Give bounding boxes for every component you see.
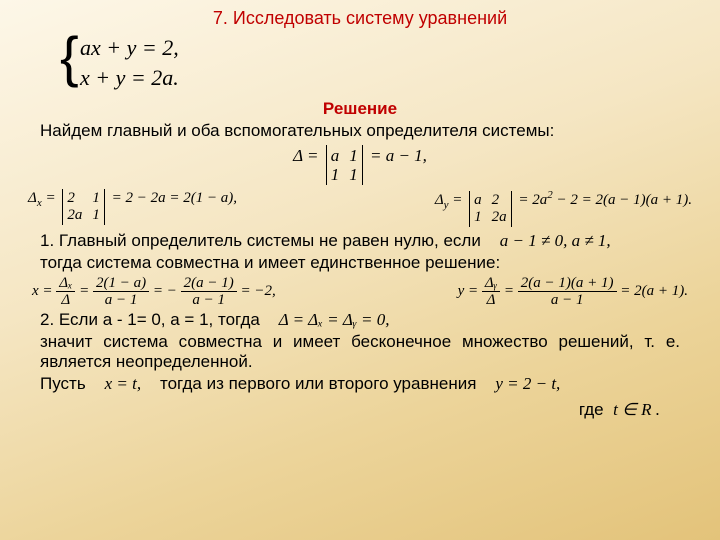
let-line: Пусть x = t, тогда из первого или второг…	[40, 374, 680, 394]
delta-result: = a − 1,	[370, 146, 427, 165]
conclusion-text: значит система совместна и имеет бесконе…	[40, 332, 680, 372]
case2-text: 2. Если а - 1= 0, а = 1, тогда Δ = Δₓ = …	[40, 310, 680, 330]
determinant-y: Δy = a2 12a = 2a2 − 2 = 2(a − 1)(a + 1).	[435, 189, 692, 227]
solution-heading: Решение	[20, 99, 700, 119]
determinant-x: Δx = 21 2a1 = 2 − 2a = 2(1 − a),	[28, 189, 237, 227]
equation-1: ax + y = 2,	[80, 33, 700, 63]
let-x: x = t,	[105, 374, 142, 393]
x-solution: x = ΔₓΔ = 2(1 − a)a − 1 = − 2(a − 1)a − …	[32, 275, 276, 308]
where-math: t ∈ R .	[613, 400, 660, 419]
case2-math: Δ = Δₓ = Δᵧ = 0,	[279, 310, 390, 329]
intro-text: Найдем главный и оба вспомогательных опр…	[40, 121, 680, 141]
where-clause: где t ∈ R .	[20, 400, 700, 420]
equation-system: { ax + y = 2, x + y = 2a.	[60, 33, 700, 93]
let-y: y = 2 − t,	[495, 374, 560, 393]
page-title: 7. Исследовать систему уравнений	[20, 8, 700, 29]
case1-condition: a − 1 ≠ 0, a ≠ 1,	[500, 231, 611, 250]
brace-icon: {	[60, 29, 79, 85]
main-determinant: Δ = a1 11 = a − 1,	[20, 145, 700, 185]
y-solution: y = ΔᵧΔ = 2(a − 1)(a + 1)a − 1 = 2(a + 1…	[458, 275, 688, 308]
case1-text: 1. Главный определитель системы не равен…	[40, 231, 680, 251]
equation-2: x + y = 2a.	[80, 63, 700, 93]
delta-label: Δ =	[293, 146, 318, 165]
case1-then: тогда система совместна и имеет единстве…	[40, 253, 680, 273]
